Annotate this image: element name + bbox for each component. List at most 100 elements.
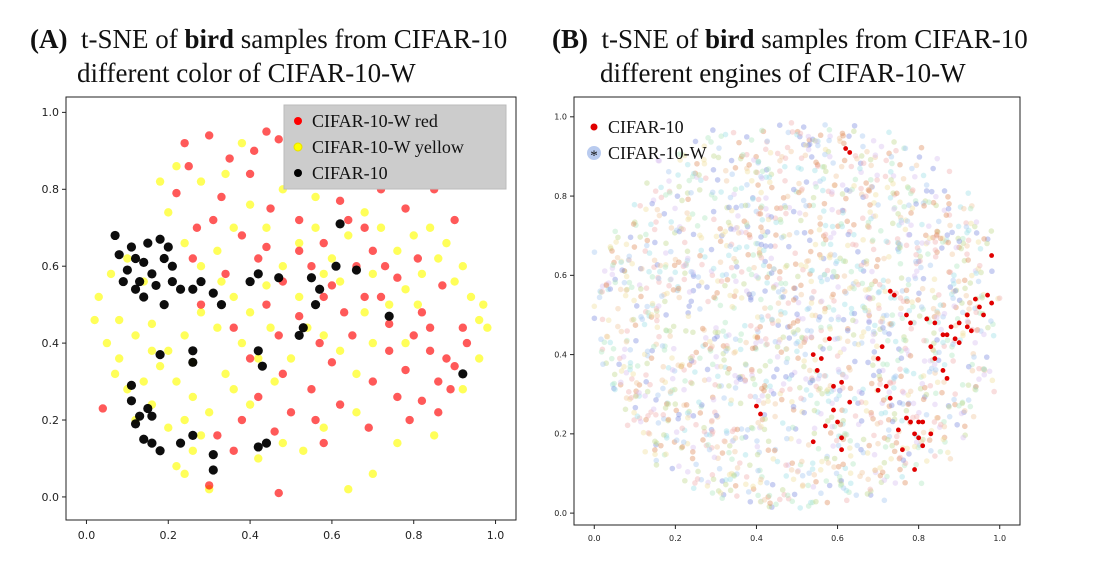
panel-b-point-cifar-10-w xyxy=(941,434,948,441)
panel-b-point-cifar-10-w xyxy=(718,383,725,389)
panel-b-point-cifar-10-w xyxy=(775,289,782,295)
panel-b-point-cifar-10-w xyxy=(628,394,635,401)
panel-b-point-cifar-10-w xyxy=(695,468,701,475)
panel-b-point-cifar-10-w xyxy=(947,456,954,462)
panel-b-point-cifar-10 xyxy=(818,356,824,361)
panel-b-point-cifar-10-w xyxy=(610,346,617,352)
panel-b-point-cifar-10-w xyxy=(736,244,743,251)
panel-b-point-cifar-10-w xyxy=(915,297,921,303)
panel-b-point-cifar-10-w xyxy=(830,307,837,313)
panel-a-point-cifar-10-w-yellow xyxy=(213,323,222,332)
panel-b-point-cifar-10-w xyxy=(874,343,880,350)
panel-b-point-cifar-10-w xyxy=(829,223,836,230)
panel-b-point-cifar-10-w xyxy=(754,334,761,340)
panel-b-point-cifar-10-w xyxy=(648,221,654,228)
panel-b-point-cifar-10-w xyxy=(605,286,612,293)
panel-a-point-cifar-10-w-red xyxy=(319,438,328,448)
panel-b-point-cifar-10-w xyxy=(937,421,944,428)
panel-a-x-tick-label: 0.4 xyxy=(241,529,259,542)
panel-b-point-cifar-10-w xyxy=(632,404,639,411)
panel-b-point-cifar-10-w xyxy=(695,283,702,289)
panel-b-point-cifar-10-w xyxy=(820,346,826,352)
panel-b-point-cifar-10-w xyxy=(765,216,772,223)
panel-b-point-cifar-10 xyxy=(989,253,995,258)
panel-b-point-cifar-10-w xyxy=(911,443,918,450)
panel-b-point-cifar-10-w xyxy=(769,320,776,326)
panel-b-point-cifar-10-w xyxy=(837,482,844,489)
panel-a-point-cifar-10 xyxy=(126,242,137,252)
panel-b-point-cifar-10-w xyxy=(765,447,772,454)
panel-b-point-cifar-10-w xyxy=(684,469,691,475)
panel-b-point-cifar-10-w xyxy=(774,150,781,157)
panel-b-point-cifar-10 xyxy=(985,292,990,298)
panel-b-point-cifar-10-w xyxy=(673,429,680,435)
panel-b-point-cifar-10-w xyxy=(698,247,705,254)
panel-b-point-cifar-10-w xyxy=(933,202,939,209)
panel-b-point-cifar-10-w xyxy=(798,217,804,224)
panel-b-point-cifar-10-w xyxy=(654,317,660,324)
panel-a-point-cifar-10 xyxy=(188,284,198,294)
panel-b-point-cifar-10-w xyxy=(918,439,925,445)
panel-b-point-cifar-10-w xyxy=(719,495,726,502)
panel-b-point-cifar-10-w xyxy=(806,141,813,148)
panel-a-point-cifar-10-w-red xyxy=(245,354,255,363)
panel-b-point-cifar-10-w xyxy=(744,223,751,230)
panel-a-point-cifar-10 xyxy=(331,261,341,271)
panel-a-point-cifar-10-w-yellow xyxy=(483,323,492,332)
panel-b-point-cifar-10 xyxy=(944,332,950,338)
panel-b-point-cifar-10-w xyxy=(965,382,972,388)
panel-b-point-cifar-10-w xyxy=(761,247,767,254)
panel-b-point-cifar-10-w xyxy=(721,438,728,444)
panel-b-point-cifar-10-w xyxy=(984,236,991,242)
panel-b-point-cifar-10-w xyxy=(902,337,909,344)
panel-b-point-cifar-10-w xyxy=(754,314,761,320)
panel-b-point-cifar-10-w xyxy=(814,163,821,169)
panel-b-point-cifar-10-w xyxy=(886,433,893,440)
panel-b-point-cifar-10-w xyxy=(763,167,770,173)
panel-b-point-cifar-10-w xyxy=(768,388,775,394)
panel-a-point-cifar-10-w-red xyxy=(311,415,320,425)
panel-b-point-cifar-10-w xyxy=(840,207,847,214)
panel-b-point-cifar-10-w xyxy=(825,418,831,424)
panel-a-point-cifar-10 xyxy=(114,250,124,260)
panel-b-point-cifar-10-w xyxy=(637,286,644,292)
panel-a-point-cifar-10 xyxy=(126,380,137,391)
panel-b-point-cifar-10-w xyxy=(932,294,938,301)
panel-b-point-cifar-10-w xyxy=(855,341,862,348)
panel-a-point-cifar-10-w-yellow xyxy=(196,431,206,440)
panel-b-point-cifar-10-w xyxy=(851,128,857,135)
panel-b-point-cifar-10-w xyxy=(834,258,840,265)
panel-b-point-cifar-10-w xyxy=(890,379,897,385)
panel-b-point-cifar-10-w xyxy=(789,460,796,466)
panel-b-point-cifar-10-w xyxy=(919,380,926,387)
panel-a-point-cifar-10-w-yellow xyxy=(254,454,263,463)
panel-b-point-cifar-10-w xyxy=(801,229,808,236)
panel-a-x-tick-label: 1.0 xyxy=(487,529,505,542)
panel-b-point-cifar-10-w xyxy=(618,328,625,335)
panel-b-point-cifar-10-w xyxy=(694,476,701,482)
panel-b-point-cifar-10-w xyxy=(837,255,843,262)
panel-b-point-cifar-10-w xyxy=(719,450,726,456)
panel-b-point-cifar-10-w xyxy=(750,195,756,201)
panel-b-point-cifar-10-w xyxy=(897,199,903,205)
panel-b-point-cifar-10-w xyxy=(954,421,960,428)
panel-a-point-cifar-10 xyxy=(147,411,157,421)
panel-b-point-cifar-10-w xyxy=(878,228,884,234)
panel-b-point-cifar-10-w xyxy=(770,456,777,462)
panel-b-point-cifar-10-w xyxy=(900,401,906,407)
panel-b-title: (B) t-SNE of bird samples from CIFAR-10 … xyxy=(552,22,1028,90)
panel-b-point-cifar-10-w xyxy=(655,157,662,164)
panel-b-point-cifar-10-w xyxy=(726,365,732,372)
panel-b-point-cifar-10-w xyxy=(672,256,679,263)
panel-a-point-cifar-10-w-yellow xyxy=(319,269,328,279)
panel-b-point-cifar-10-w xyxy=(639,316,646,323)
panel-b-point-cifar-10-w xyxy=(819,390,825,397)
panel-b-point-cifar-10-w xyxy=(653,305,660,312)
panel-b-point-cifar-10-w xyxy=(755,419,762,426)
panel-a-x-tick-label: 0.8 xyxy=(405,529,423,542)
panel-b-point-cifar-10-w xyxy=(754,326,760,333)
panel-b-point-cifar-10-w xyxy=(837,349,844,356)
panel-b-point-cifar-10-w xyxy=(865,325,872,332)
panel-b-point-cifar-10-w xyxy=(670,345,677,352)
panel-b-point-cifar-10-w xyxy=(946,212,953,218)
